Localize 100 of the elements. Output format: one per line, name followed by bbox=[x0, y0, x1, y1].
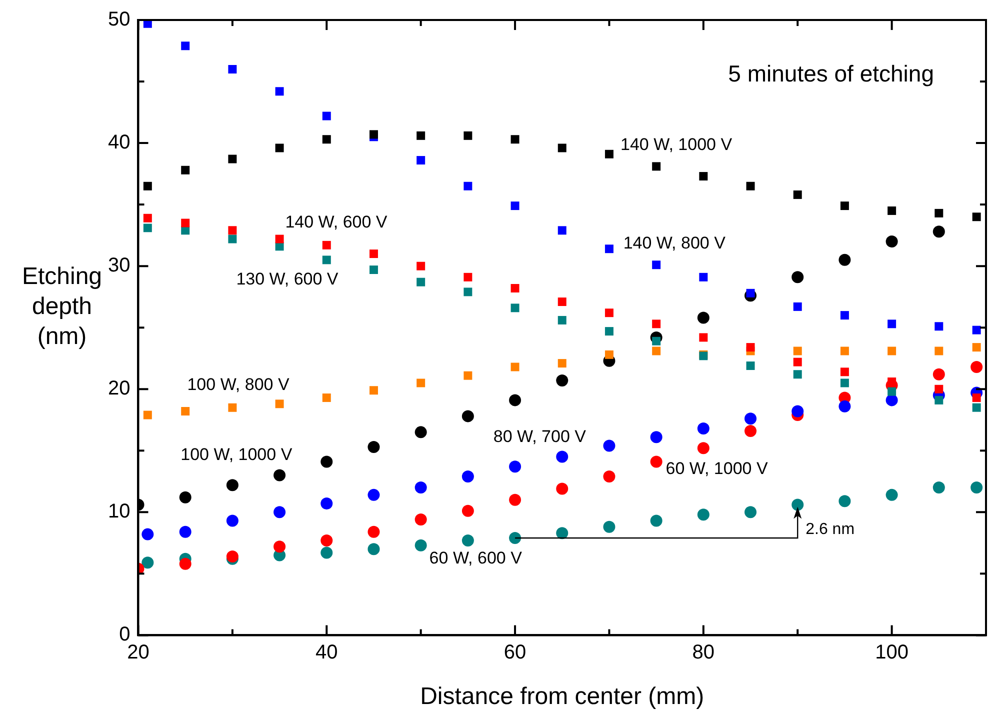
point bbox=[650, 514, 662, 527]
point bbox=[604, 150, 614, 158]
point bbox=[179, 558, 192, 570]
point bbox=[509, 532, 522, 544]
series-label: 100 W, 800 V bbox=[187, 375, 290, 394]
point bbox=[414, 514, 427, 526]
point bbox=[793, 302, 802, 311]
point bbox=[697, 422, 710, 434]
point bbox=[697, 442, 710, 454]
point bbox=[932, 226, 945, 238]
point bbox=[840, 378, 849, 388]
point bbox=[143, 224, 152, 232]
point bbox=[934, 208, 944, 218]
point bbox=[179, 491, 192, 504]
point bbox=[462, 410, 474, 422]
point bbox=[228, 234, 237, 244]
point bbox=[792, 271, 804, 284]
point bbox=[322, 112, 331, 120]
point bbox=[697, 312, 710, 324]
point bbox=[464, 182, 472, 190]
point bbox=[744, 506, 757, 518]
point bbox=[888, 346, 896, 356]
point bbox=[226, 479, 238, 492]
point bbox=[181, 42, 190, 50]
point bbox=[510, 304, 520, 312]
series-label: 140 W, 800 V bbox=[623, 234, 726, 253]
point bbox=[888, 206, 896, 215]
point bbox=[143, 410, 152, 420]
point bbox=[462, 504, 474, 517]
x-tick-label: 60 bbox=[504, 642, 526, 664]
point bbox=[744, 424, 757, 437]
point bbox=[368, 526, 380, 538]
point bbox=[932, 368, 945, 380]
point bbox=[320, 498, 333, 510]
point bbox=[322, 393, 331, 402]
point bbox=[558, 226, 566, 235]
point bbox=[416, 156, 426, 165]
point bbox=[934, 322, 944, 331]
point bbox=[932, 482, 945, 494]
y-axis-title: Etching depth (nm) bbox=[22, 263, 102, 350]
point bbox=[556, 374, 568, 387]
point bbox=[181, 166, 190, 174]
point bbox=[604, 327, 614, 336]
point bbox=[556, 450, 568, 463]
point bbox=[369, 250, 378, 258]
point bbox=[462, 470, 474, 482]
point bbox=[509, 394, 522, 406]
point bbox=[414, 482, 427, 494]
point bbox=[603, 440, 616, 452]
point bbox=[510, 135, 520, 144]
point bbox=[368, 488, 380, 501]
point bbox=[142, 528, 154, 540]
point bbox=[792, 498, 804, 511]
point bbox=[320, 534, 333, 546]
point bbox=[699, 333, 708, 342]
point bbox=[558, 298, 566, 306]
point bbox=[650, 456, 662, 468]
point bbox=[368, 440, 380, 453]
point bbox=[226, 514, 238, 527]
series-label: 140 W, 1000 V bbox=[620, 135, 733, 154]
point bbox=[143, 214, 152, 222]
x-tick-label: 40 bbox=[316, 642, 338, 664]
point bbox=[322, 256, 331, 264]
point bbox=[652, 260, 661, 270]
point bbox=[509, 460, 522, 473]
point bbox=[972, 326, 981, 334]
point bbox=[416, 378, 426, 388]
point bbox=[228, 226, 237, 235]
point bbox=[510, 202, 520, 210]
point bbox=[275, 400, 284, 408]
annotation: 5 minutes of etching bbox=[728, 60, 934, 86]
point bbox=[972, 393, 981, 402]
point bbox=[322, 135, 331, 144]
point bbox=[274, 540, 286, 553]
annotation: 2.6 nm bbox=[806, 520, 855, 538]
point bbox=[464, 288, 472, 296]
point bbox=[972, 403, 981, 412]
point bbox=[320, 456, 333, 468]
point bbox=[744, 412, 757, 425]
point bbox=[556, 527, 568, 540]
y-tick-label: 20 bbox=[108, 378, 130, 400]
point bbox=[934, 384, 944, 394]
point bbox=[699, 172, 708, 181]
point bbox=[369, 130, 378, 139]
series-label: 100 W, 1000 V bbox=[180, 445, 293, 464]
point bbox=[793, 346, 802, 356]
point bbox=[414, 426, 427, 438]
x-tick-label: 100 bbox=[875, 642, 908, 664]
point bbox=[369, 386, 378, 395]
point bbox=[697, 508, 710, 521]
point bbox=[604, 350, 614, 359]
point bbox=[970, 360, 983, 373]
point bbox=[228, 64, 237, 74]
x-axis-title: Distance from center (mm) bbox=[420, 683, 704, 710]
point bbox=[840, 311, 849, 320]
point bbox=[322, 240, 331, 250]
point bbox=[228, 154, 237, 164]
point bbox=[275, 87, 284, 96]
point bbox=[793, 358, 802, 366]
point bbox=[746, 362, 755, 370]
